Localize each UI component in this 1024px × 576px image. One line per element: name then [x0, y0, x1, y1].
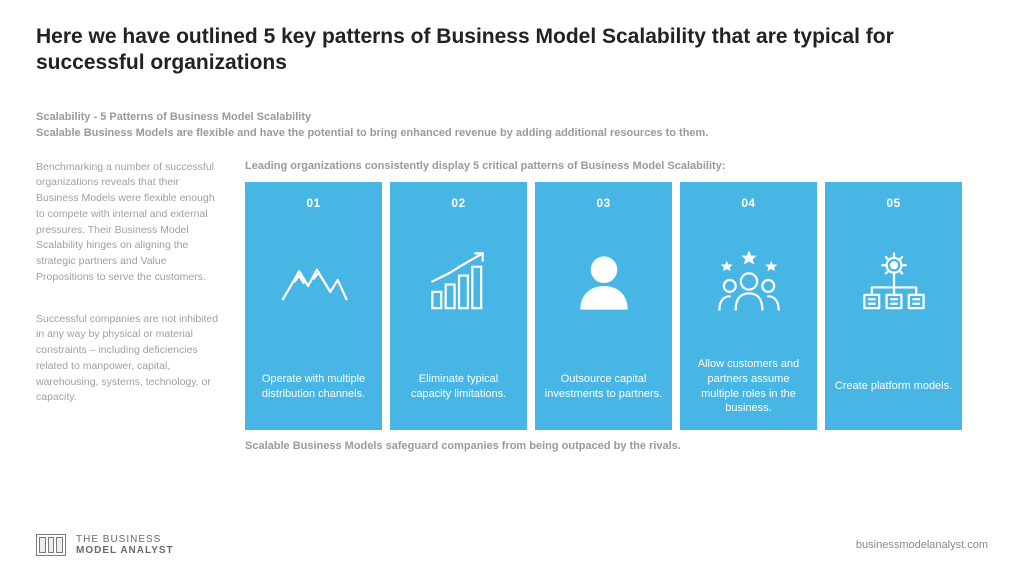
card-label: Operate with multiple distribution chann…	[253, 356, 374, 418]
people-stars-icon	[688, 210, 809, 356]
gear-org-icon	[833, 210, 954, 356]
mountains-icon	[253, 210, 374, 356]
card-label: Eliminate typical capacity limitations.	[398, 356, 519, 418]
brand-line2: MODEL ANALYST	[76, 545, 174, 556]
footer-url: businessmodelanalyst.com	[856, 539, 988, 551]
page-title: Here we have outlined 5 key patterns of …	[36, 24, 956, 77]
content-row: Benchmarking a number of successful orga…	[36, 160, 988, 452]
brand-line1: THE BUSINESS	[76, 534, 174, 545]
subheader-line2: Scalable Business Models are flexible an…	[36, 125, 796, 142]
card-04: 04 Allow customers and partners ass	[680, 182, 817, 430]
cards-row: 01 Operate with multiple distribution ch…	[245, 182, 988, 430]
left-paragraph-1: Benchmarking a number of successful orga…	[36, 160, 221, 286]
right-column: Leading organizations consistently displ…	[245, 160, 988, 452]
brand: THE BUSINESS MODEL ANALYST	[36, 534, 174, 556]
brand-logo-icon	[36, 534, 66, 556]
bar-growth-icon	[398, 210, 519, 356]
closing-text: Scalable Business Models safeguard compa…	[245, 440, 988, 452]
card-label: Allow customers and partners assume mult…	[688, 356, 809, 418]
brand-text: THE BUSINESS MODEL ANALYST	[76, 534, 174, 556]
card-02: 02 Eliminate typical capacity limitation…	[390, 182, 527, 430]
card-number: 04	[741, 196, 755, 210]
footer: THE BUSINESS MODEL ANALYST businessmodel…	[36, 534, 988, 556]
subheader: Scalability - 5 Patterns of Business Mod…	[36, 109, 796, 142]
card-number: 05	[886, 196, 900, 210]
card-03: 03 Outsource capital investments to part…	[535, 182, 672, 430]
user-icon	[543, 210, 664, 356]
lead-text: Leading organizations consistently displ…	[245, 160, 988, 172]
card-number: 02	[451, 196, 465, 210]
card-01: 01 Operate with multiple distribution ch…	[245, 182, 382, 430]
card-number: 03	[596, 196, 610, 210]
left-column: Benchmarking a number of successful orga…	[36, 160, 221, 452]
card-05: 05	[825, 182, 962, 430]
left-paragraph-2: Successful companies are not inhibited i…	[36, 312, 221, 407]
card-number: 01	[306, 196, 320, 210]
subheader-line1: Scalability - 5 Patterns of Business Mod…	[36, 109, 796, 126]
card-label: Outsource capital investments to partner…	[543, 356, 664, 418]
card-label: Create platform models.	[835, 356, 952, 418]
